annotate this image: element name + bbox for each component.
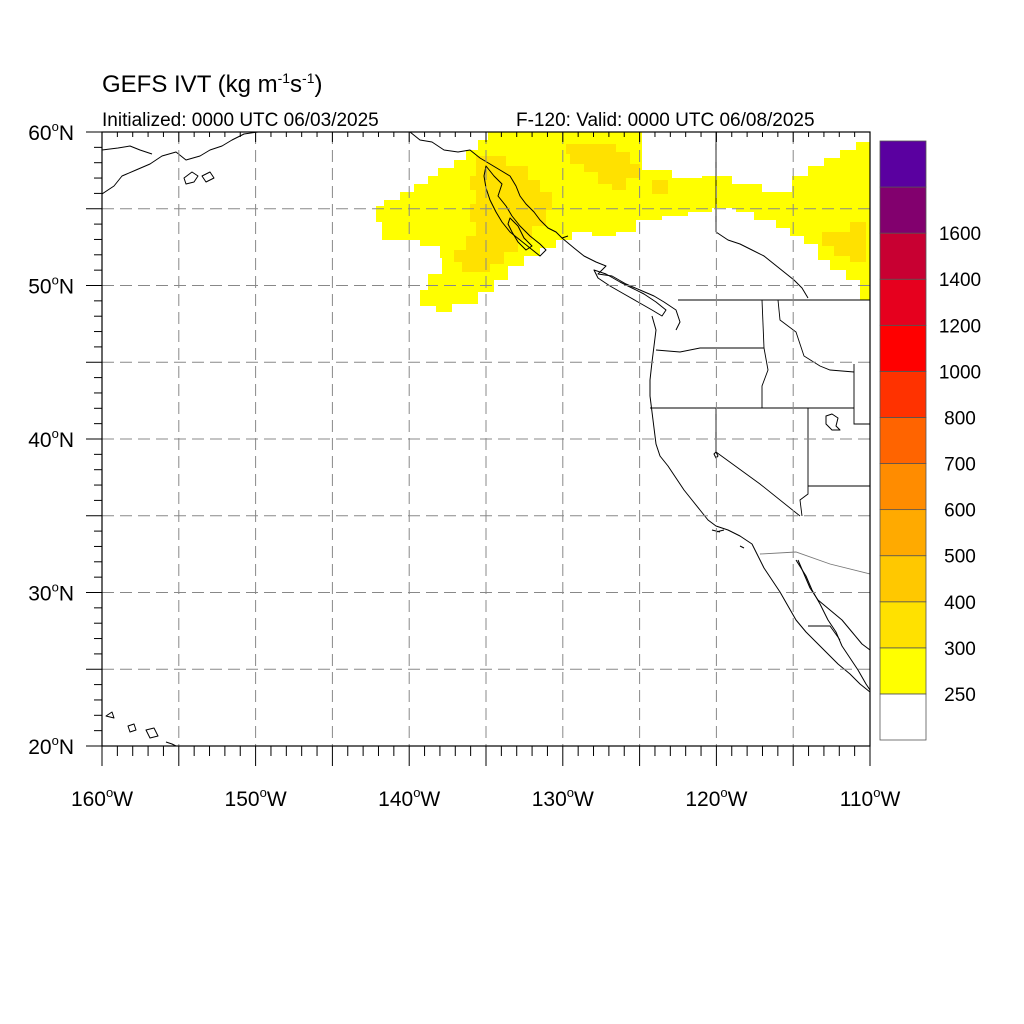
latitude-labels: 60oN 50oN 40oN 30oN 20oN (28, 119, 74, 759)
colorbar-swatch (879, 555, 927, 603)
colorbar-swatch (879, 417, 927, 464)
coast-british-columbia (561, 237, 681, 331)
coast-hawaii (105, 711, 177, 746)
colorbar-label: 600 (944, 501, 976, 522)
coast-baja (795, 559, 870, 691)
colorbar-label: 1400 (939, 270, 981, 291)
lon-label: 160oW (71, 785, 133, 811)
colorbar-label: 400 (944, 593, 976, 614)
border-ca-nv (715, 408, 801, 517)
border-baja-sonora (808, 625, 841, 641)
border-wa-id (761, 299, 765, 349)
colorbar-label: 700 (944, 455, 976, 476)
colorbar-swatch (879, 324, 927, 372)
map-title: GEFS IVT (kg m-1s-1) (102, 70, 323, 98)
lat-label: 20oN (28, 733, 74, 759)
border-mt-wy (853, 364, 870, 425)
longitude-labels: 160oW 150oW 140oW 130oW 120oW 110oW (71, 785, 901, 811)
colorbar-swatch (879, 601, 927, 649)
border-us-mexico (759, 551, 870, 575)
colorbar-swatch (879, 186, 927, 234)
lat-label: 40oN (28, 426, 74, 452)
colorbar-swatch (879, 647, 927, 695)
initialized-time: Initialized: 0000 UTC 06/03/2025 (102, 110, 379, 131)
colorbar-label: 1000 (939, 362, 981, 383)
great-salt-lake (825, 413, 841, 431)
colorbar-label: 1600 (939, 224, 981, 245)
coast-gulf-california (797, 559, 870, 651)
lat-label: 60oN (28, 119, 74, 145)
coast-haida-gwaii (507, 217, 533, 251)
axis-ticks (86, 131, 871, 766)
border-id-mt (777, 299, 855, 373)
coast-kodiak (183, 171, 215, 185)
ivt-region-300-north (566, 144, 640, 190)
lon-label: 140oW (378, 785, 440, 811)
ivt-region-300-east (822, 222, 866, 262)
coast-us-west (649, 315, 870, 693)
coast-alaska-peninsula (102, 145, 153, 155)
coast-vancouver-island (593, 269, 667, 317)
colorbar-swatch (879, 232, 927, 280)
lon-label: 130oW (532, 785, 594, 811)
colorbar-label: 300 (944, 639, 976, 660)
ivt-region-300-core (454, 156, 552, 272)
colorbar: 250 300 400 500 600 700 800 1000 1200 1400 1600 (879, 140, 981, 741)
colorbar-swatch (879, 278, 927, 326)
ivt-shading (376, 132, 870, 312)
valid-time: F-120: Valid: 0000 UTC 06/08/2025 (516, 110, 815, 131)
colorbar-swatch (879, 140, 927, 188)
colorbar-swatch (879, 370, 927, 418)
colorbar-swatch (879, 463, 927, 511)
border-nv-ut (799, 408, 809, 517)
ivt-region-300-small (652, 180, 668, 194)
lon-label: 120oW (685, 785, 747, 811)
coast-panhandle-islands (483, 165, 547, 257)
colorbar-swatch (879, 693, 927, 741)
colorbar-swatch (879, 509, 927, 557)
lon-label: 150oW (225, 785, 287, 811)
colorbar-label: 500 (944, 547, 976, 568)
coast-alaska (102, 132, 259, 195)
lon-label: 110oW (840, 785, 901, 811)
colorbar-label: 800 (944, 408, 976, 429)
graticule (102, 132, 870, 746)
lat-label: 30oN (28, 580, 74, 606)
lat-label: 50oN (28, 273, 74, 299)
border-or-id (761, 347, 769, 408)
colorbar-label: 1200 (939, 316, 981, 337)
coast-gulf-alaska (409, 132, 569, 239)
coastlines (102, 132, 870, 746)
border-wa-or (655, 347, 764, 353)
coast-interior-north (715, 231, 809, 299)
colorbar-label: 250 (944, 685, 976, 706)
